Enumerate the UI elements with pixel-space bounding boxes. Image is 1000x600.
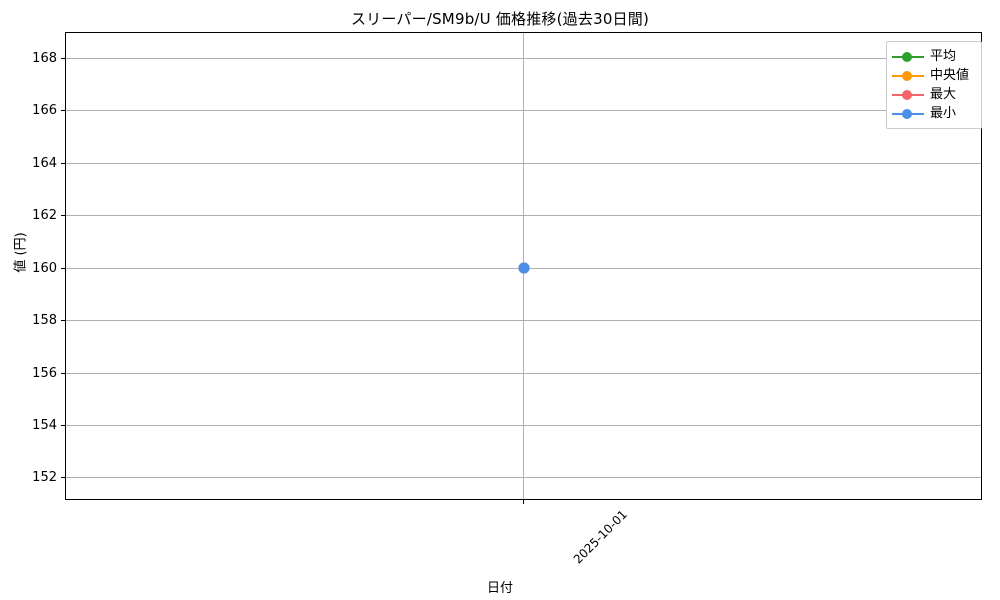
plot-area [65,32,982,500]
x-axis-title: 日付 [486,581,513,596]
y-tick-mark [61,163,65,165]
data-point-min [518,262,530,274]
legend-item-median[interactable]: 中央値 [892,66,975,85]
chart-legend: 平均 中央値 最大 最小 [886,41,982,129]
legend-item-max[interactable]: 最大 [892,85,975,104]
y-tick-mark [61,268,65,270]
legend-label: 平均 [930,49,957,64]
x-tick-label: 2025-10-01 [570,507,630,567]
legend-marker-icon [892,51,924,62]
y-tick-label: 166 [32,103,57,118]
y-tick-label: 168 [32,51,57,66]
legend-marker-icon [892,108,924,119]
y-tick-label: 162 [32,208,57,223]
legend-label: 最小 [930,106,957,121]
x-tick-mark [523,500,525,504]
legend-label: 最大 [930,87,957,102]
y-tick-label: 164 [32,156,57,171]
y-tick-mark [61,477,65,479]
legend-marker-icon [892,89,924,100]
y-axis-tick-label-group: 168 166 164 162 160 158 156 154 152 [0,0,57,600]
y-tick-mark [61,58,65,60]
y-tick-mark [61,110,65,112]
y-tick-mark [61,320,65,322]
y-tick-label: 156 [32,366,57,381]
legend-label: 中央値 [930,68,970,83]
y-tick-label: 154 [32,418,57,433]
y-tick-label: 158 [32,313,57,328]
legend-item-min[interactable]: 最小 [892,104,975,123]
y-tick-label: 160 [32,261,57,276]
y-tick-mark [61,373,65,375]
y-axis-title: 値 (円) [13,232,29,273]
y-tick-mark [61,425,65,427]
legend-marker-icon [892,70,924,81]
chart-title: スリーパー/SM9b/U 価格推移(過去30日間) [350,10,650,28]
y-tick-label: 152 [32,470,57,485]
legend-item-average[interactable]: 平均 [892,47,975,66]
y-tick-mark [61,215,65,217]
